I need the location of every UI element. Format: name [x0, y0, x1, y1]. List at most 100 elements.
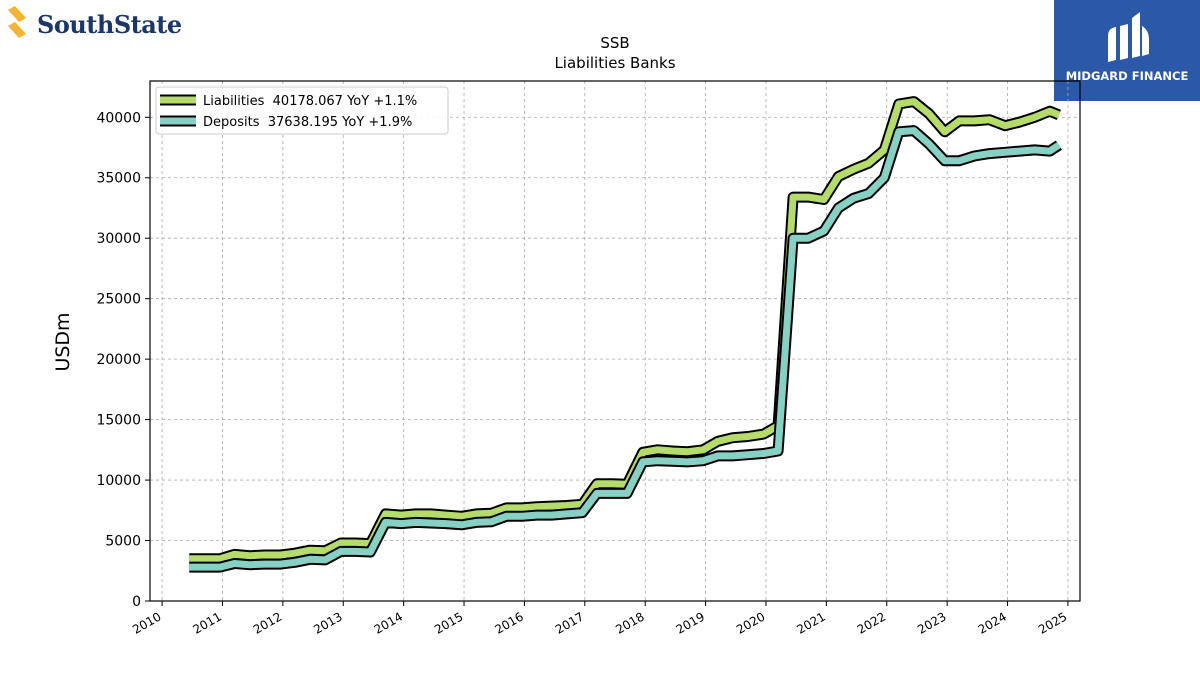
chart-title: SSB [600, 34, 629, 52]
data-point-deposits [792, 237, 794, 239]
x-tick-label: 2025 [1036, 609, 1069, 636]
legend-label-deposits: Deposits 37638.195 YoY +1.9% [203, 115, 412, 130]
data-point-deposits [1034, 149, 1036, 151]
data-point-deposits [611, 492, 613, 494]
data-point-liabilities [944, 131, 946, 133]
data-point-deposits [852, 197, 855, 199]
data-point-deposits [1019, 150, 1021, 152]
data-point-deposits [264, 563, 266, 565]
x-tick-label: 2022 [855, 609, 888, 636]
data-point-liabilities [384, 513, 387, 515]
data-point-liabilities [475, 513, 477, 515]
data-point-deposits [249, 564, 251, 566]
data-point-deposits [898, 131, 900, 133]
data-point-liabilities [219, 558, 221, 560]
data-point-deposits [203, 566, 205, 568]
y-tick-label: 5000 [105, 534, 141, 550]
x-tick-label: 2010 [130, 609, 163, 636]
data-point-deposits [340, 550, 342, 553]
data-point-liabilities [203, 558, 205, 560]
legend: Liabilities 40178.067 YoY +1.1% Deposits… [155, 86, 449, 135]
chart-subtitle: Liabilities Banks [554, 54, 675, 72]
data-point-liabilities [837, 175, 840, 178]
data-point-deposits [642, 461, 644, 463]
data-point-liabilities [294, 552, 296, 554]
x-tick-label: 2019 [674, 609, 707, 636]
y-tick-label: 15000 [96, 413, 141, 429]
data-point-liabilities [656, 449, 658, 451]
data-point-liabilities [430, 513, 432, 515]
x-tick-label: 2014 [372, 609, 405, 636]
data-point-deposits [958, 160, 960, 162]
x-tick-label: 2016 [492, 609, 525, 636]
x-tick-label: 2017 [553, 609, 586, 636]
x-tick-label: 2023 [915, 609, 948, 636]
data-point-deposits [219, 566, 221, 568]
data-point-deposits [747, 454, 749, 456]
data-point-deposits [309, 558, 311, 560]
data-point-liabilities [551, 505, 553, 507]
data-point-deposits [581, 512, 584, 514]
data-point-deposits [807, 237, 809, 239]
data-point-liabilities [400, 514, 402, 516]
data-point-liabilities [535, 506, 538, 508]
x-tick-label: 2018 [613, 609, 646, 636]
y-tick-label: 20000 [96, 352, 141, 368]
data-point-deposits [686, 461, 689, 463]
midgard-finance-logo: MIDGARD FINANCE [1054, 0, 1200, 101]
data-point-deposits [384, 521, 387, 524]
x-tick-label: 2012 [251, 609, 284, 636]
legend-label-liabilities: Liabilities 40178.067 YoY +1.1% [203, 94, 417, 109]
data-point-liabilities [717, 440, 719, 442]
x-axis-ticks: 2010 2011 2012 2013 2014 2015 2016 2017 2018 2019… [130, 601, 1069, 637]
data-point-deposits [535, 514, 538, 516]
series-line-deposits [189, 127, 1061, 571]
data-point-deposits [596, 492, 598, 494]
data-point-deposits [763, 452, 765, 455]
data-point-liabilities [973, 120, 975, 122]
data-point-liabilities [792, 196, 794, 198]
data-point-liabilities [611, 483, 613, 485]
data-point-deposits [913, 130, 915, 132]
data-point-liabilities [1058, 114, 1060, 116]
data-point-liabilities [868, 162, 870, 164]
data-point-liabilities [233, 553, 236, 556]
data-point-liabilities [490, 512, 492, 514]
data-point-deposits [188, 566, 190, 568]
data-point-liabilities [702, 449, 704, 451]
data-point-deposits [702, 460, 704, 462]
data-point-liabilities [1034, 116, 1036, 118]
data-point-deposits [505, 515, 507, 517]
data-point-deposits [973, 155, 975, 157]
data-point-deposits [717, 455, 719, 457]
data-point-liabilities [928, 113, 930, 115]
data-point-deposits [354, 550, 356, 553]
data-point-deposits [837, 207, 840, 209]
data-point-deposits [777, 450, 779, 452]
data-point-deposits [566, 513, 568, 515]
plot-frame [149, 80, 1081, 602]
midgard-logo-text: MIDGARD FINANCE [1065, 69, 1189, 83]
data-point-liabilities [747, 435, 749, 438]
data-point-liabilities [898, 103, 900, 105]
data-point-deposits [461, 524, 463, 526]
x-tick-label: 2021 [794, 609, 827, 636]
data-point-deposits [732, 455, 734, 457]
data-point-liabilities [354, 542, 356, 544]
data-point-liabilities [807, 196, 809, 198]
data-point-liabilities [823, 198, 825, 201]
data-point-deposits [445, 523, 447, 525]
y-tick-label: 40000 [96, 110, 141, 126]
data-point-liabilities [415, 513, 417, 515]
series-outline-deposits [189, 125, 1062, 573]
data-point-deposits [233, 562, 236, 565]
data-point-liabilities [958, 120, 960, 122]
data-point-deposits [490, 521, 492, 523]
data-point-deposits [400, 523, 402, 525]
data-point-deposits [883, 177, 885, 179]
y-tick-label: 10000 [96, 473, 141, 489]
data-point-deposits [369, 551, 371, 553]
data-point-deposits [294, 561, 296, 563]
data-point-deposits [823, 230, 825, 232]
